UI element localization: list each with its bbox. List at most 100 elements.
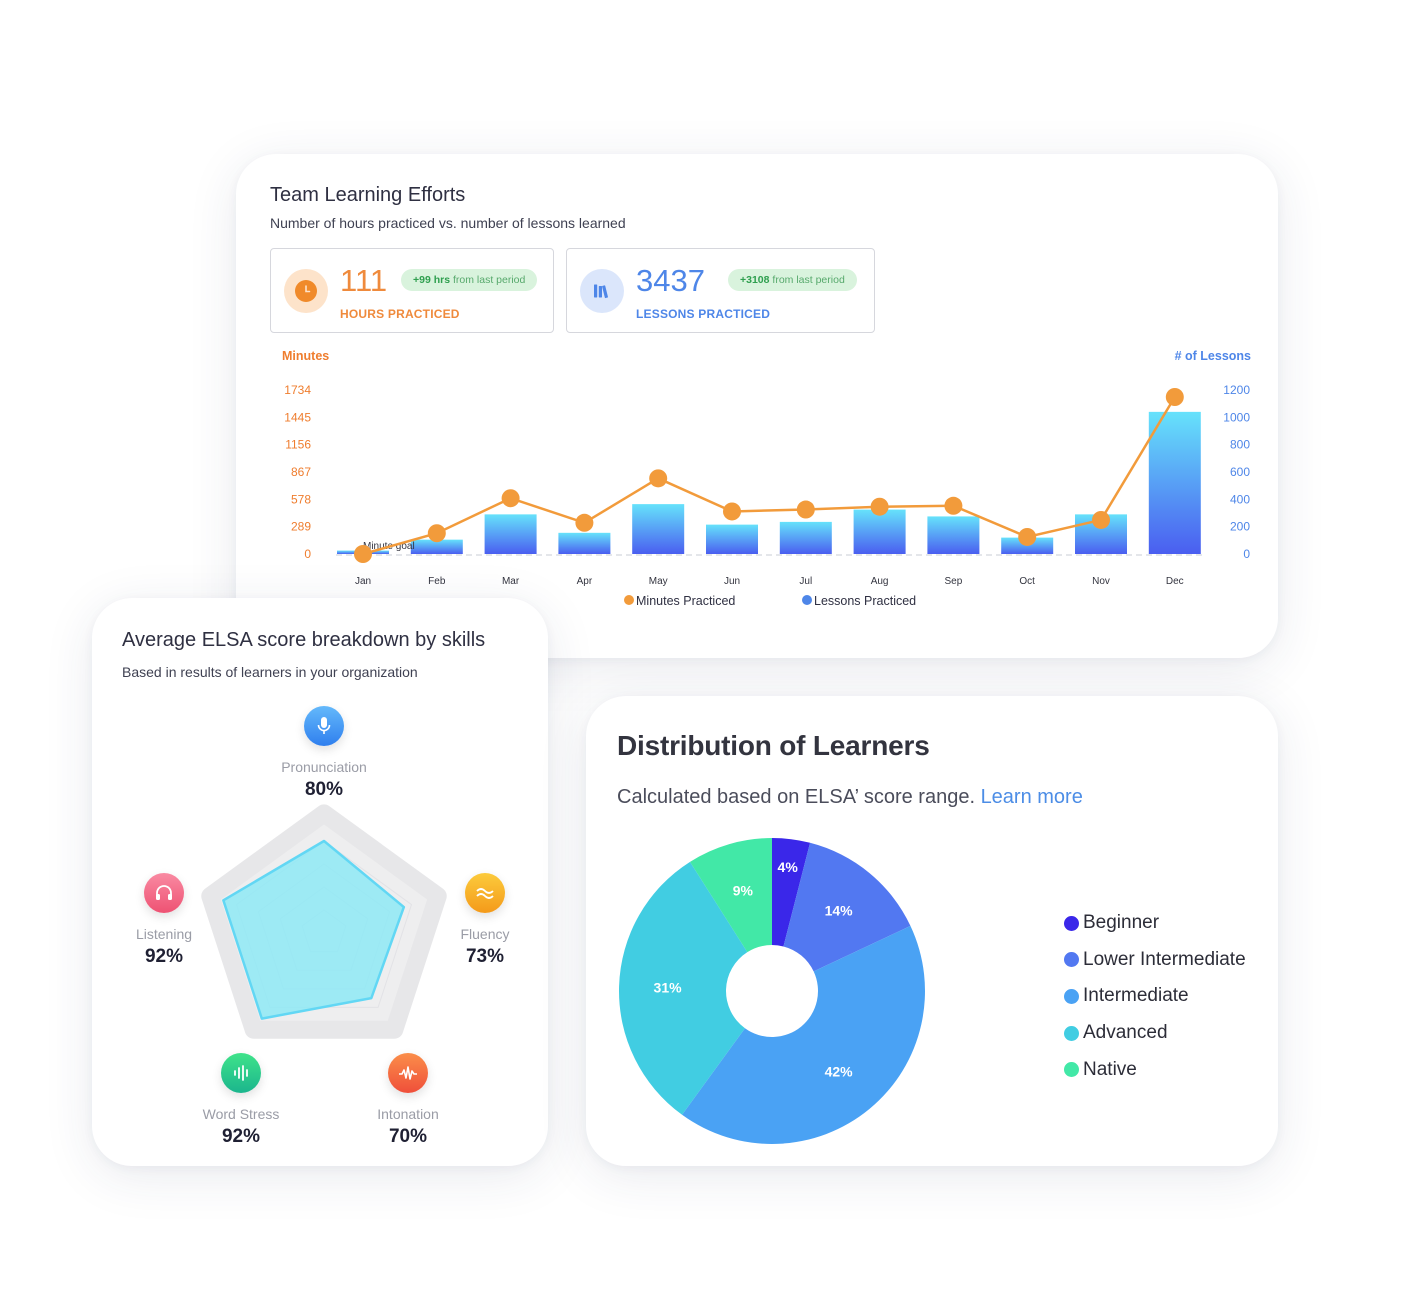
skill-word-stress: Word Stress 92%: [171, 1053, 311, 1148]
distribution-card: Distribution of Learners Calculated base…: [586, 696, 1278, 1166]
skill-value: 73%: [465, 946, 505, 967]
donut-slice: [772, 838, 811, 947]
left-tick-label: 578: [291, 492, 311, 506]
waves-icon: [465, 873, 505, 913]
hours-value: 111: [340, 263, 388, 298]
legend-item: Lower Intermediate: [1064, 942, 1246, 979]
efforts-subtitle: Number of hours practiced vs. number of …: [270, 215, 626, 231]
left-axis-title: Minutes: [282, 349, 329, 363]
skills-breakdown-card: Average ELSA score breakdown by skills B…: [92, 598, 548, 1166]
legend-label: Lessons Practiced: [814, 594, 916, 608]
slice-percent-label: 31%: [654, 980, 683, 996]
minutes-point: [501, 489, 520, 508]
minutes-point: [1018, 527, 1037, 546]
skill-name: Pronunciation: [281, 759, 367, 775]
legend-label: Native: [1083, 1058, 1137, 1080]
lessons-label: LESSONS PRACTICED: [636, 307, 771, 321]
slice-percent-label: 9%: [733, 883, 754, 899]
x-tick-label: Feb: [428, 576, 446, 587]
minutes-point: [575, 513, 594, 532]
legend-color-dot: [1064, 988, 1079, 1004]
right-axis-title: # of Lessons: [1175, 349, 1251, 363]
right-tick-label: 1200: [1223, 383, 1250, 397]
efforts-title: Team Learning Efforts: [270, 184, 466, 206]
sound-bars-icon: [221, 1053, 261, 1093]
minutes-point: [1092, 510, 1110, 529]
x-tick-label: Aug: [871, 576, 889, 587]
headphones-icon: [144, 873, 184, 913]
skill-value: 92%: [221, 1126, 261, 1147]
legend-item: Advanced: [1064, 1015, 1246, 1052]
legend-color-dot: [1064, 1025, 1079, 1041]
minutes-point: [1165, 387, 1184, 406]
minutes-point: [944, 496, 963, 515]
learners-donut-chart: 4% 14% 42% 31% 9%: [619, 838, 925, 1144]
lessons-bar: [632, 504, 685, 554]
minutes-point: [796, 500, 815, 519]
left-tick-label: 0: [304, 547, 311, 561]
skill-fluency: Fluency 73%: [415, 873, 555, 968]
slice-percent-label: 4%: [778, 859, 799, 875]
right-tick-label: 1000: [1223, 410, 1250, 424]
lessons-bar: [779, 521, 832, 554]
x-tick-label: Apr: [577, 576, 593, 587]
legend-dot: [802, 595, 812, 605]
hours-practiced-stat: 111 +99 hrs from last period HOURS PRACT…: [270, 248, 554, 333]
x-tick-label: Dec: [1166, 576, 1184, 587]
legend-item: Intermediate: [1064, 978, 1246, 1015]
hours-label: HOURS PRACTICED: [340, 307, 460, 321]
left-tick-label: 867: [291, 465, 311, 479]
x-tick-label: Oct: [1019, 576, 1035, 587]
minutes-point: [649, 469, 668, 488]
right-tick-label: 600: [1230, 465, 1250, 479]
legend-item: Beginner: [1064, 905, 1246, 942]
legend-label: Beginner: [1083, 912, 1160, 934]
donut-slice: [690, 838, 772, 953]
legend-label: Lower Intermediate: [1083, 948, 1246, 970]
learn-more-link[interactable]: Learn more: [980, 786, 1083, 808]
skill-value: 80%: [304, 779, 344, 800]
lessons-change-badge: +3108 from last period: [728, 269, 857, 291]
x-tick-label: May: [649, 576, 668, 587]
right-tick-label: 200: [1230, 520, 1250, 534]
right-tick-label: 800: [1230, 438, 1250, 452]
hours-change-badge: +99 hrs from last period: [401, 269, 538, 291]
minutes-point: [354, 545, 372, 563]
radar-data-area: [222, 839, 406, 1020]
minutes-point: [870, 497, 889, 516]
right-tick-label: 0: [1243, 547, 1250, 561]
skill-name: Word Stress: [202, 1106, 280, 1122]
legend-label: Minutes Practiced: [636, 594, 735, 608]
donut-slice: [783, 842, 911, 972]
lessons-bar: [410, 539, 463, 554]
skill-listening: Listening 92%: [94, 873, 234, 968]
left-tick-label: 1156: [285, 438, 311, 452]
intonation-wave-icon: [388, 1053, 428, 1093]
slice-percent-label: 14%: [825, 902, 854, 918]
minutes-line: [362, 396, 1176, 556]
left-tick-label: 1445: [284, 410, 311, 424]
microphone-icon: [304, 706, 344, 746]
minutes-point: [427, 524, 446, 543]
left-tick-label: 1734: [284, 383, 311, 397]
lessons-bar: [558, 532, 611, 554]
distribution-subtitle: Calculated based on ELSA’ score range. L…: [617, 786, 1083, 808]
lessons-bar: [1148, 411, 1201, 554]
x-tick-label: Jan: [355, 576, 371, 587]
right-tick-label: 400: [1230, 492, 1250, 506]
skill-name: Fluency: [460, 926, 510, 942]
x-tick-label: Nov: [1092, 576, 1110, 587]
distribution-title: Distribution of Learners: [617, 730, 930, 761]
skills-title: Average ELSA score breakdown by skills: [122, 629, 486, 651]
legend-color-dot: [1064, 1062, 1079, 1078]
legend-dot: [624, 595, 634, 605]
skill-value: 70%: [388, 1126, 428, 1147]
skill-pronunciation: Pronunciation 80%: [254, 706, 394, 801]
x-tick-label: Sep: [945, 576, 963, 587]
legend-color-dot: [1064, 952, 1079, 968]
x-tick-label: Jul: [799, 576, 812, 587]
lessons-bar: [484, 514, 537, 554]
legend-label: Intermediate: [1083, 985, 1189, 1007]
slice-percent-label: 42%: [825, 1064, 854, 1080]
skill-name: Listening: [135, 926, 193, 942]
